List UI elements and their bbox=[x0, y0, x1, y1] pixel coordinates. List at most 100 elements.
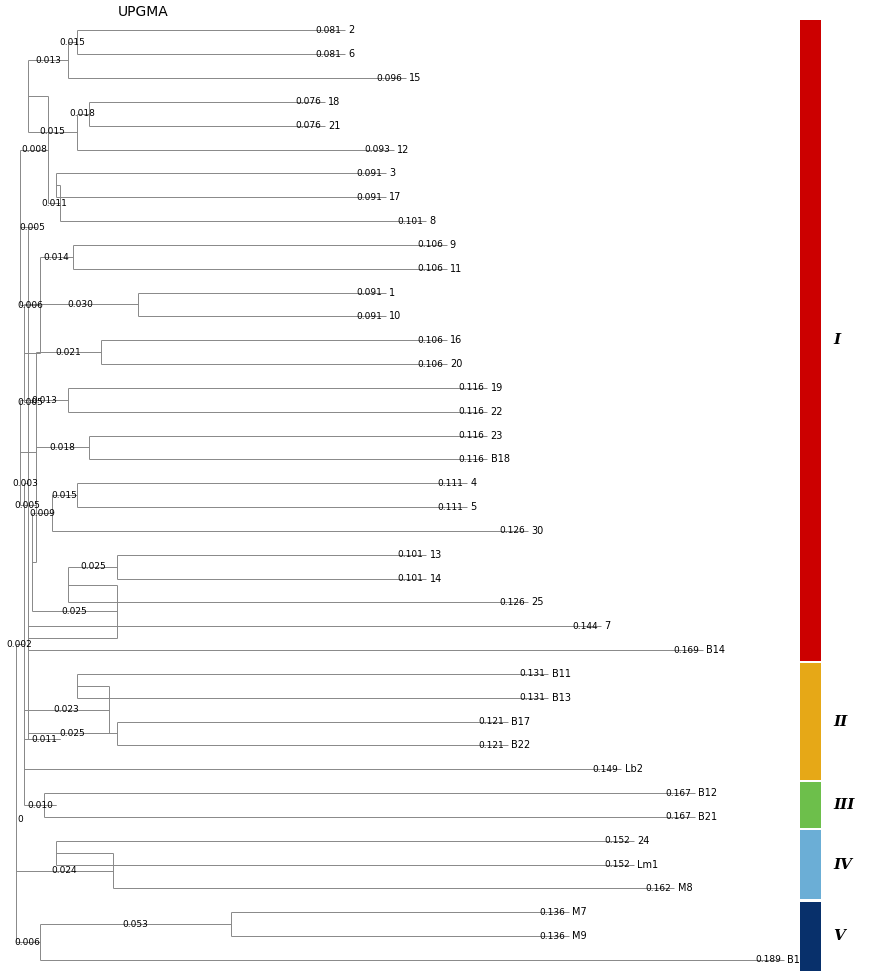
Text: 0.101: 0.101 bbox=[397, 574, 423, 583]
Text: 0.006: 0.006 bbox=[17, 301, 43, 309]
Text: 18: 18 bbox=[328, 97, 340, 106]
Text: 0.106: 0.106 bbox=[417, 359, 443, 369]
Text: Lm1: Lm1 bbox=[637, 860, 658, 870]
Text: 0.015: 0.015 bbox=[39, 128, 65, 137]
Text: 30: 30 bbox=[531, 526, 544, 536]
Text: 0.111: 0.111 bbox=[438, 478, 464, 488]
Text: B21: B21 bbox=[698, 812, 717, 822]
Text: 0.025: 0.025 bbox=[60, 729, 86, 738]
Text: Lb2: Lb2 bbox=[625, 764, 643, 774]
Text: 0.015: 0.015 bbox=[52, 491, 77, 500]
Text: 0.126: 0.126 bbox=[499, 526, 525, 536]
Text: 0.005: 0.005 bbox=[17, 398, 43, 407]
Text: 0.116: 0.116 bbox=[458, 431, 484, 440]
Text: 0.169: 0.169 bbox=[674, 645, 699, 655]
Text: 21: 21 bbox=[328, 121, 341, 131]
Text: 0.009: 0.009 bbox=[30, 508, 55, 517]
Text: 0.018: 0.018 bbox=[49, 443, 75, 452]
Text: 0.025: 0.025 bbox=[80, 562, 105, 571]
Text: 0.096: 0.096 bbox=[377, 73, 402, 83]
Text: 0.011: 0.011 bbox=[31, 735, 57, 744]
Text: 0.003: 0.003 bbox=[13, 479, 38, 488]
Text: 19: 19 bbox=[491, 383, 502, 393]
Text: 0.053: 0.053 bbox=[122, 919, 148, 929]
Text: 0.131: 0.131 bbox=[519, 670, 545, 678]
Text: 24: 24 bbox=[637, 835, 649, 846]
Text: 0.144: 0.144 bbox=[572, 622, 598, 630]
Bar bbox=[800, 663, 821, 780]
Text: 0: 0 bbox=[18, 815, 23, 824]
Text: 0.091: 0.091 bbox=[357, 288, 383, 297]
Text: 9: 9 bbox=[450, 240, 456, 250]
Text: 17: 17 bbox=[389, 192, 401, 202]
Text: B17: B17 bbox=[510, 716, 530, 726]
Text: 1: 1 bbox=[389, 288, 395, 298]
Text: 0.002: 0.002 bbox=[7, 640, 32, 649]
Text: 0.152: 0.152 bbox=[604, 860, 630, 869]
Text: 0.121: 0.121 bbox=[478, 717, 504, 726]
Text: 0.093: 0.093 bbox=[365, 145, 391, 154]
Text: 0.091: 0.091 bbox=[357, 192, 383, 202]
Text: 0.014: 0.014 bbox=[44, 253, 69, 262]
Text: 0.015: 0.015 bbox=[60, 38, 86, 47]
Text: 0.008: 0.008 bbox=[21, 145, 46, 154]
Text: 15: 15 bbox=[409, 73, 422, 83]
Text: 0.116: 0.116 bbox=[458, 384, 484, 392]
Text: II: II bbox=[833, 714, 848, 728]
Text: V: V bbox=[833, 929, 845, 943]
Text: 20: 20 bbox=[450, 359, 462, 369]
Text: 5: 5 bbox=[470, 502, 477, 512]
Text: 0.005: 0.005 bbox=[19, 223, 45, 232]
Text: 0.023: 0.023 bbox=[54, 706, 80, 714]
Text: 3: 3 bbox=[389, 169, 395, 179]
Text: 0.111: 0.111 bbox=[438, 503, 464, 511]
Text: 0.121: 0.121 bbox=[478, 741, 504, 750]
Text: 0.136: 0.136 bbox=[539, 908, 565, 916]
Text: 0.021: 0.021 bbox=[55, 347, 81, 357]
Text: 0.167: 0.167 bbox=[665, 812, 691, 822]
Text: 22: 22 bbox=[491, 407, 503, 417]
Text: M8: M8 bbox=[678, 883, 692, 893]
Text: 14: 14 bbox=[429, 574, 442, 584]
Bar bbox=[800, 20, 821, 661]
Text: 0.131: 0.131 bbox=[519, 693, 545, 703]
Text: 4: 4 bbox=[470, 478, 477, 488]
Text: 16: 16 bbox=[450, 335, 462, 346]
Text: 23: 23 bbox=[491, 430, 503, 440]
Text: 0.076: 0.076 bbox=[296, 121, 321, 130]
Text: III: III bbox=[833, 798, 855, 812]
Bar bbox=[800, 902, 821, 971]
Bar bbox=[800, 783, 821, 828]
Text: 0.162: 0.162 bbox=[645, 884, 671, 893]
Text: 0.106: 0.106 bbox=[417, 264, 443, 273]
Text: 0.091: 0.091 bbox=[357, 312, 383, 321]
Text: 0.149: 0.149 bbox=[593, 765, 619, 774]
Text: B12: B12 bbox=[698, 788, 717, 798]
Text: 0.024: 0.024 bbox=[52, 867, 77, 875]
Text: 0.081: 0.081 bbox=[316, 25, 342, 35]
Text: 0.136: 0.136 bbox=[539, 931, 565, 941]
Text: 10: 10 bbox=[389, 311, 401, 321]
Text: 11: 11 bbox=[450, 264, 462, 273]
Text: I: I bbox=[833, 333, 840, 347]
Text: B13: B13 bbox=[552, 693, 570, 703]
Text: 13: 13 bbox=[429, 549, 442, 559]
Text: 0.126: 0.126 bbox=[499, 598, 525, 607]
Text: B14: B14 bbox=[706, 645, 725, 655]
Text: 0.081: 0.081 bbox=[316, 50, 342, 59]
Text: 0.013: 0.013 bbox=[35, 56, 61, 64]
Text: 0.106: 0.106 bbox=[417, 336, 443, 345]
Text: 0.011: 0.011 bbox=[41, 199, 67, 208]
Text: 0.025: 0.025 bbox=[62, 607, 88, 616]
Bar bbox=[800, 830, 821, 899]
Text: 0.005: 0.005 bbox=[15, 501, 41, 509]
Text: 0.076: 0.076 bbox=[296, 98, 321, 106]
Text: 0.030: 0.030 bbox=[68, 301, 94, 309]
Text: UPGMA: UPGMA bbox=[117, 6, 168, 20]
Text: 7: 7 bbox=[604, 622, 611, 631]
Text: M7: M7 bbox=[572, 908, 586, 917]
Text: IV: IV bbox=[833, 858, 852, 872]
Text: 8: 8 bbox=[429, 216, 435, 226]
Text: 0.152: 0.152 bbox=[604, 836, 630, 845]
Text: B1: B1 bbox=[788, 955, 800, 965]
